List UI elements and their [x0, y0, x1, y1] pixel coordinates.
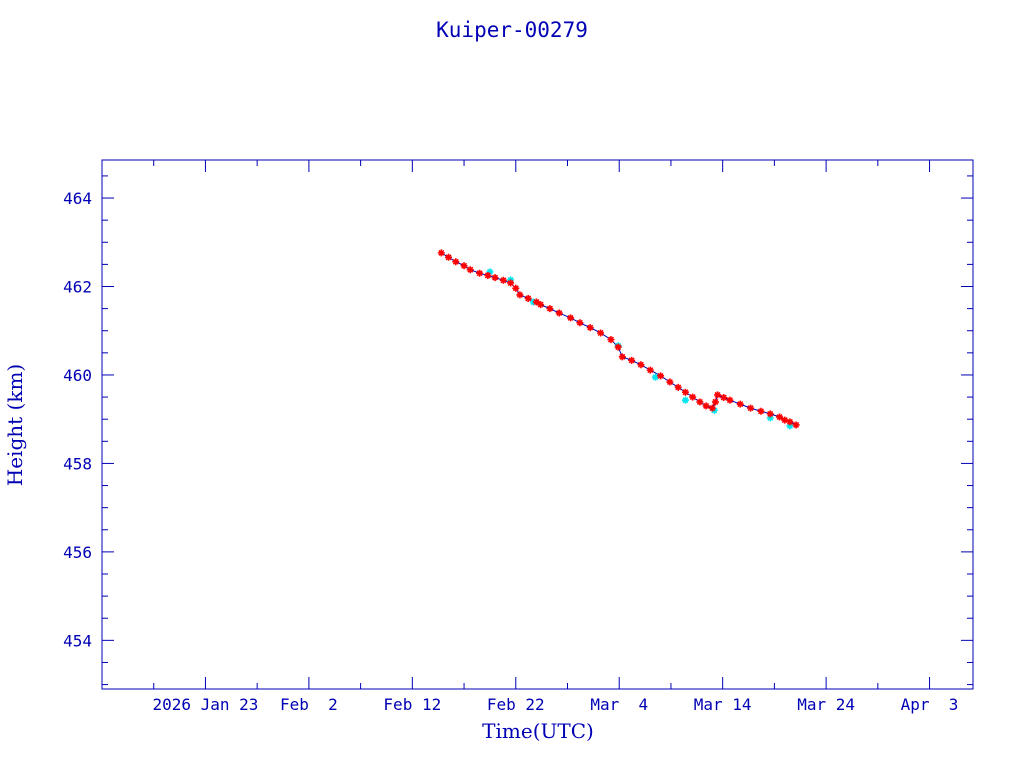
observed-point: [499, 276, 507, 284]
observed-point: [597, 329, 605, 337]
predicted-point: [766, 414, 774, 422]
observed-point: [628, 356, 636, 364]
observed-point: [537, 301, 545, 309]
observed-point: [637, 361, 645, 369]
observed-point: [466, 266, 474, 274]
observed-point: [666, 378, 674, 386]
observed-point: [781, 416, 789, 424]
observed-point: [437, 249, 445, 257]
observed-point: [726, 396, 734, 404]
x-tick-labels: 2026 Jan 23 Feb 2 Feb 12 Feb 22 Mar 4 Mar 14 M…: [152, 695, 958, 714]
y-tick-label: 456: [63, 543, 92, 562]
observed-point: [507, 279, 515, 287]
observed-point: [567, 314, 575, 322]
observed-point: [491, 274, 499, 282]
observed-point: [607, 336, 615, 344]
x-tick-label: 2026 Jan 23: [152, 695, 258, 714]
observed-point: [555, 309, 563, 317]
chart-title: Kuiper-00279: [436, 18, 588, 42]
observed-point: [786, 418, 794, 426]
x-axis-label: Time(UTC): [482, 719, 594, 743]
observed-point: [576, 319, 584, 327]
observed-point: [618, 353, 626, 361]
observed-point: [452, 258, 460, 266]
plot-frame: [101, 159, 974, 690]
x-tick-label: Feb 22: [487, 695, 545, 714]
predicted-point: [786, 422, 794, 430]
observed-point: [713, 391, 721, 399]
observed-point: [516, 291, 524, 299]
observed-point: [586, 324, 594, 332]
observed-point: [702, 402, 710, 410]
observed-point: [711, 398, 719, 406]
observed-point: [674, 383, 682, 391]
predicted-point: [651, 373, 659, 381]
observed-point: [736, 400, 744, 408]
observed-point: [766, 410, 774, 418]
observed-point: [512, 284, 520, 292]
x-tick-label: Feb 2: [280, 695, 338, 714]
y-tick-label: 458: [63, 454, 92, 473]
y-tick-label: 464: [63, 189, 92, 208]
y-tick-label: 462: [63, 278, 92, 297]
observed-point: [445, 253, 453, 261]
observed-point: [696, 398, 704, 406]
x-tick-label: Mar 4: [590, 695, 648, 714]
observed-point: [708, 404, 716, 412]
observed-point: [792, 421, 800, 429]
observed-point: [476, 269, 484, 277]
observed-point: [747, 404, 755, 412]
observed-point: [532, 298, 540, 306]
observed-point: [646, 366, 654, 374]
y-tick-labels: 454 456 458 460 462 464: [63, 189, 92, 650]
observed-point: [757, 407, 765, 415]
observed-point: [484, 271, 492, 279]
observed-point: [546, 305, 554, 313]
observed-point: [776, 413, 784, 421]
observed-point: [460, 262, 468, 270]
y-tick-label: 460: [63, 366, 92, 385]
predicted-point: [486, 268, 494, 276]
observed-point: [689, 393, 697, 401]
x-tick-label: Feb 12: [383, 695, 441, 714]
x-tick-label: Apr 3: [901, 695, 959, 714]
observed-point: [720, 394, 728, 402]
x-tick-label: Mar 14: [694, 695, 752, 714]
observed-point: [524, 294, 532, 302]
y-tick-label: 454: [63, 631, 92, 650]
observed-point: [657, 372, 665, 380]
observed-point: [681, 388, 689, 396]
y-axis-label: Height (km): [3, 364, 27, 486]
data-marks: [437, 249, 800, 430]
observed-point: [614, 343, 622, 351]
predicted-point: [681, 396, 689, 404]
x-tick-label: Mar 24: [797, 695, 855, 714]
axis-ticks: [101, 160, 973, 689]
